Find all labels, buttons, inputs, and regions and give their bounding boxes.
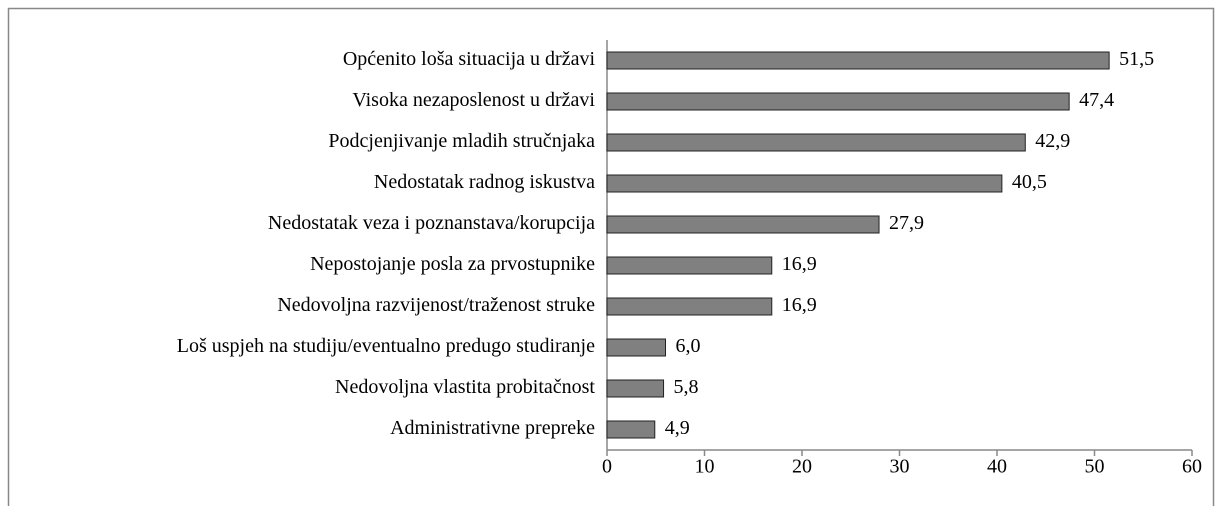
x-tick-label: 10 [695, 456, 715, 478]
bar [606, 92, 1070, 111]
x-tick-label: 40 [987, 456, 1007, 478]
data-label: 6,0 [676, 335, 701, 357]
data-label: 16,9 [782, 294, 817, 316]
y-tick-label: Nedostatak radnog iskustva [374, 171, 595, 193]
y-tick-label: Nedostatak veza i poznanstava/korupcija [268, 212, 595, 234]
bar [606, 297, 773, 316]
data-label: 51,5 [1119, 48, 1154, 70]
y-tick-label: Visoka nezaposlenost u državi [352, 89, 595, 111]
data-label: 5,8 [674, 376, 699, 398]
bar [606, 51, 1110, 70]
y-tick-label: Loš uspjeh na studiju/eventualno predugo… [177, 335, 595, 357]
y-tick-label: Općenito loša situacija u državi [343, 48, 596, 70]
bar [606, 256, 773, 275]
bar [606, 338, 666, 357]
y-tick-label: Podcjenjivanje mladih stručnjaka [328, 130, 595, 152]
y-tick-label: Administrativne prepreke [390, 417, 595, 439]
x-tick-label: 60 [1182, 456, 1202, 478]
x-tick-label: 20 [792, 456, 812, 478]
data-label: 42,9 [1035, 130, 1070, 152]
bar [606, 215, 880, 234]
x-tick-label: 50 [1085, 456, 1105, 478]
y-tick-label: Nedovoljna vlastita probitačnost [335, 376, 595, 398]
y-tick-label: Nedovoljna razvijenost/traženost struke [277, 294, 595, 316]
y-tick-label: Nepostojanje posla za prvostupnike [310, 253, 595, 275]
data-label: 47,4 [1079, 89, 1114, 111]
x-tick-label: 0 [602, 456, 612, 478]
frame [7, 7, 1215, 506]
data-label: 4,9 [665, 417, 690, 439]
bar [606, 133, 1026, 152]
data-label: 16,9 [782, 253, 817, 275]
bar [606, 420, 656, 439]
data-label: 40,5 [1012, 171, 1047, 193]
bar [606, 379, 665, 398]
bar [606, 174, 1003, 193]
x-tick-label: 30 [890, 456, 910, 478]
data-label: 27,9 [889, 212, 924, 234]
